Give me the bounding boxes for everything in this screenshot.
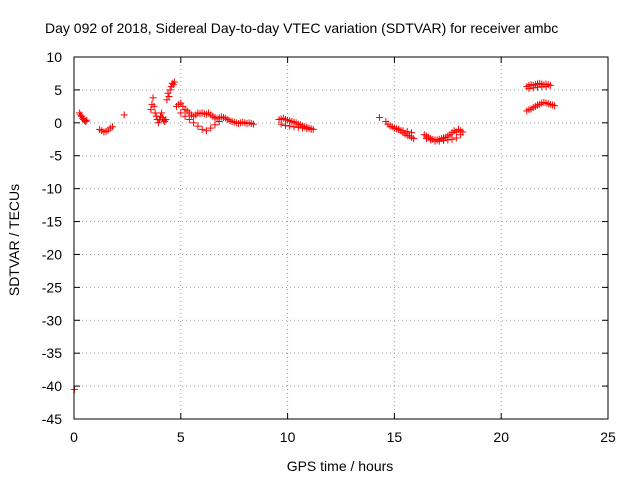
y-tick-label: 10 [46, 49, 62, 65]
data-point [211, 121, 219, 129]
data-point [82, 118, 90, 126]
data-point [525, 85, 533, 93]
data-point [375, 114, 383, 122]
data-point [448, 135, 456, 143]
chart-title: Day 092 of 2018, Sidereal Day-to-day VTE… [45, 20, 558, 36]
data-point [444, 136, 452, 144]
y-axis-label: SDTVAR / TECUs [6, 184, 22, 296]
data-point [158, 109, 166, 117]
data-point [215, 118, 223, 126]
data-point [403, 127, 411, 135]
x-tick-label: 25 [600, 429, 616, 445]
y-tick-label: -40 [42, 378, 62, 394]
y-tick-label: 0 [54, 115, 62, 131]
data-point [108, 123, 116, 131]
data-point [198, 125, 206, 133]
x-tick-label: 0 [70, 429, 78, 445]
y-tick-label: -25 [42, 279, 62, 295]
data-point [299, 124, 307, 132]
y-tick-label: -20 [42, 246, 62, 262]
data-point [440, 137, 448, 145]
y-tick-label: -35 [42, 345, 62, 361]
data-point [286, 122, 294, 130]
data-point [546, 81, 554, 89]
y-tick-label: 5 [54, 82, 62, 98]
x-tick-label: 10 [280, 429, 296, 445]
data-point [120, 111, 128, 119]
data-point [390, 124, 398, 132]
x-tick-label: 5 [177, 429, 185, 445]
data-point [307, 125, 315, 133]
data-point [427, 136, 435, 144]
data-point [149, 94, 157, 102]
data-point [410, 135, 418, 143]
x-tick-label: 20 [493, 429, 509, 445]
data-point [277, 120, 285, 128]
y-tick-label: -30 [42, 312, 62, 328]
data-point [529, 84, 537, 92]
data-point [185, 116, 193, 124]
data-point [422, 135, 430, 143]
data-point [166, 86, 174, 94]
data-point [202, 127, 210, 135]
data-point [154, 119, 162, 127]
data-point [294, 123, 302, 131]
data-point [395, 125, 403, 133]
data-point [435, 137, 443, 145]
data-point [534, 83, 542, 91]
data-point [290, 123, 298, 131]
data-point [177, 109, 185, 117]
data-point [83, 116, 91, 124]
data-point [249, 120, 257, 128]
data-point [162, 116, 170, 124]
y-tick-label: -5 [50, 148, 63, 164]
data-point [457, 131, 465, 139]
data-point [551, 102, 559, 110]
data-point [452, 134, 460, 142]
data-point [181, 112, 189, 120]
grid-lines [74, 57, 608, 419]
y-tick-label: -10 [42, 181, 62, 197]
data-point [207, 124, 215, 132]
x-axis-label: GPS time / hours [287, 458, 394, 474]
data-points [70, 78, 559, 393]
data-point [170, 78, 178, 86]
data-point [194, 122, 202, 130]
y-tick-label: -15 [42, 214, 62, 230]
data-point [150, 102, 158, 110]
data-point [147, 106, 155, 114]
data-point [303, 125, 311, 133]
x-tick-label: 15 [387, 429, 403, 445]
plot-frame [73, 56, 609, 420]
data-point [407, 129, 415, 137]
data-point [190, 119, 198, 127]
data-point [165, 92, 173, 100]
data-point [151, 109, 159, 117]
data-point [542, 83, 550, 91]
data-point [281, 121, 289, 129]
data-point [399, 127, 407, 135]
axis-ticks: 0 5 10 15 20 25 10 5 0 -5 -10 -15 -20 -25 -30 -35 -40 -45 [42, 49, 616, 445]
y-tick-label: -45 [42, 411, 62, 427]
